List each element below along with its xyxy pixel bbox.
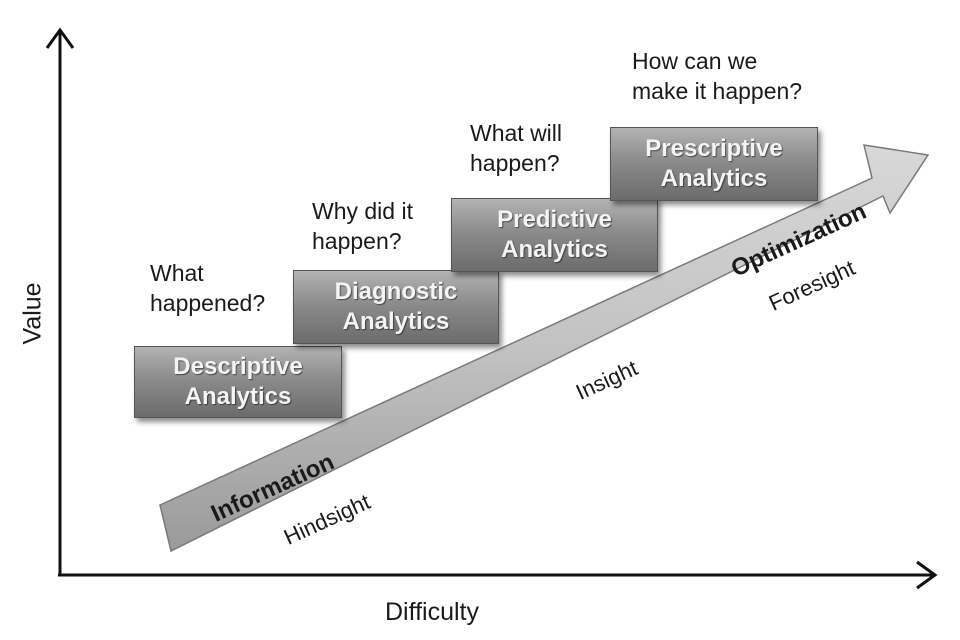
question-diagnostic: Why did it happen? (312, 198, 413, 254)
box-descriptive-analytics: Descriptive Analytics (134, 346, 342, 418)
box-descriptive-label: Descriptive Analytics (173, 353, 303, 410)
x-axis-arrowhead (916, 560, 938, 590)
progress-arrow (159, 144, 930, 553)
question-descriptive: What happened? (150, 260, 266, 316)
box-predictive-analytics: Predictive Analytics (451, 198, 658, 272)
y-axis-label: Value (18, 282, 47, 345)
box-prescriptive-analytics: Prescriptive Analytics (610, 127, 818, 201)
box-diagnostic-label: Diagnostic Analytics (334, 278, 458, 335)
question-prescriptive: How can we make it happen? (632, 48, 803, 104)
box-diagnostic-analytics: Diagnostic Analytics (293, 270, 499, 344)
y-axis-arrowhead (45, 27, 75, 49)
question-predictive: What will happen? (470, 120, 563, 176)
box-prescriptive-label: Prescriptive Analytics (645, 135, 783, 192)
box-predictive-label: Predictive Analytics (497, 206, 612, 263)
x-axis-label: Difficulty (385, 598, 480, 626)
